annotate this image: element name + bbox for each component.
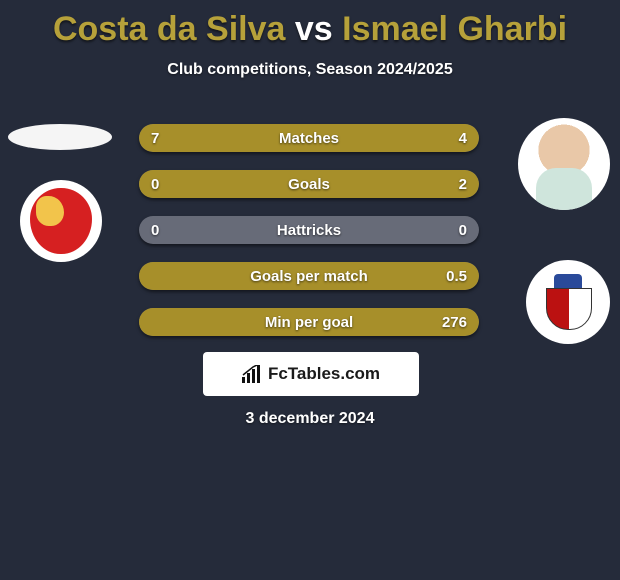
stat-value-left: 0 bbox=[151, 176, 159, 193]
stat-label: Matches bbox=[279, 130, 339, 147]
stat-row: 0 Hattricks 0 bbox=[139, 216, 479, 244]
chart-icon bbox=[242, 365, 262, 383]
player2-club-crest bbox=[526, 260, 610, 344]
stat-value-right: 0 bbox=[459, 222, 467, 239]
crest-icon bbox=[30, 188, 92, 254]
comparison-title: Costa da Silva vs Ismael Gharbi bbox=[0, 0, 620, 49]
player2-name: Ismael Gharbi bbox=[342, 10, 567, 48]
stat-row: 0 Goals 2 bbox=[139, 170, 479, 198]
player1-club-crest bbox=[20, 180, 102, 262]
stat-label: Min per goal bbox=[265, 314, 353, 331]
crest-icon bbox=[546, 276, 590, 328]
watermark: FcTables.com bbox=[203, 352, 419, 396]
stat-row: Goals per match 0.5 bbox=[139, 262, 479, 290]
stat-label: Hattricks bbox=[277, 222, 341, 239]
stats-container: 7 Matches 4 0 Goals 2 0 Hattricks 0 Goals per mat… bbox=[139, 124, 479, 354]
stat-row: Min per goal 276 bbox=[139, 308, 479, 336]
player1-avatar bbox=[8, 124, 112, 150]
vs-text: vs bbox=[295, 10, 333, 48]
stat-row: 7 Matches 4 bbox=[139, 124, 479, 152]
stat-value-right: 2 bbox=[459, 176, 467, 193]
stat-value-right: 4 bbox=[459, 130, 467, 147]
stat-value-left: 0 bbox=[151, 222, 159, 239]
player1-name: Costa da Silva bbox=[53, 10, 285, 48]
stat-label: Goals per match bbox=[250, 268, 368, 285]
watermark-text: FcTables.com bbox=[268, 364, 380, 384]
stat-value-right: 0.5 bbox=[446, 268, 467, 285]
stat-value-left: 7 bbox=[151, 130, 159, 147]
stat-label: Goals bbox=[288, 176, 330, 193]
subtitle: Club competitions, Season 2024/2025 bbox=[0, 61, 620, 79]
date: 3 december 2024 bbox=[0, 410, 620, 428]
player2-avatar bbox=[518, 118, 610, 210]
stat-value-right: 276 bbox=[442, 314, 467, 331]
